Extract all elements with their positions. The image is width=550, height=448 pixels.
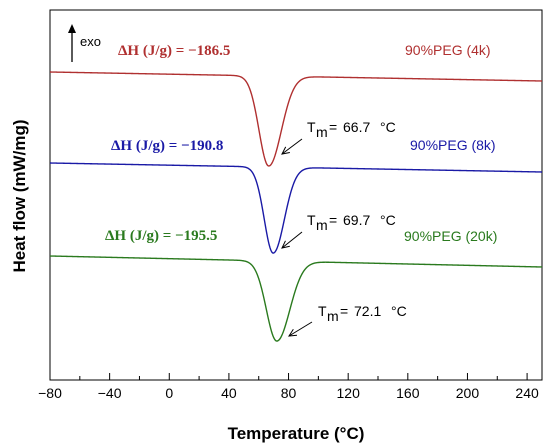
x-tick-label: 160 <box>396 385 420 401</box>
x-axis-title: Temperature (°C) <box>228 424 365 443</box>
tm-equals: = <box>340 303 348 319</box>
x-tick-label: 40 <box>221 385 237 401</box>
series-label-1: 90%PEG (4k) <box>405 42 491 58</box>
exo-label: exo <box>80 34 101 49</box>
tm-subscript: m <box>316 124 328 140</box>
plot-frame <box>49 9 543 381</box>
x-tick-label: 0 <box>165 385 173 401</box>
series-label-3: 90%PEG (20k) <box>404 228 497 244</box>
tm-symbol: T <box>318 303 327 319</box>
tm-arrow-3 <box>288 321 313 337</box>
x-axis-ticks <box>49 373 528 380</box>
tm-unit: °C <box>380 119 396 135</box>
dsc-curves <box>49 71 543 342</box>
delta-h-label-3: ΔH (J/g) = −195.5 <box>105 228 217 244</box>
tm-unit: °C <box>380 212 396 228</box>
exo-indicator: exo <box>68 24 101 62</box>
tm-arrow-head-3 <box>288 329 298 337</box>
x-tick-label: 120 <box>337 385 361 401</box>
tm-subscript: m <box>327 308 339 324</box>
dsc-curve-2 <box>49 162 543 254</box>
x-tick-label: −40 <box>98 385 122 401</box>
tm-equals: = <box>329 212 337 228</box>
tm-arrow-2 <box>281 231 303 249</box>
dsc-curve-1 <box>49 71 543 167</box>
y-axis-title: Heat flow (mW/mg) <box>10 120 29 273</box>
x-tick-label: 200 <box>456 385 480 401</box>
tm-symbol: T <box>307 212 316 228</box>
dsc-curve-3 <box>49 255 543 342</box>
annotations: ΔH (J/g) = −186.5 90%PEG (4k) T m 66.7 = °C ΔH … <box>105 42 497 337</box>
x-tick-label: 240 <box>515 385 539 401</box>
delta-h-label-2: ΔH (J/g) = −190.8 <box>111 138 223 154</box>
exo-arrow-head <box>68 24 76 33</box>
tm-arrow-1 <box>281 138 303 155</box>
tm-arrow-head-1 <box>281 146 290 155</box>
tm-value-3: 72.1 <box>354 303 381 319</box>
tm-subscript: m <box>316 217 328 233</box>
x-axis-tick-labels: −80 −40 0 40 80 120 160 200 240 <box>38 385 539 401</box>
series-label-2: 90%PEG (8k) <box>410 137 496 153</box>
tm-equals: = <box>329 119 337 135</box>
x-tick-label: 80 <box>281 385 297 401</box>
tm-symbol: T <box>307 119 316 135</box>
tm-arrow-head-2 <box>281 240 290 249</box>
tm-value-1: 66.7 <box>343 119 370 135</box>
delta-h-label-1: ΔH (J/g) = −186.5 <box>118 43 230 59</box>
x-tick-label: −80 <box>38 385 62 401</box>
tm-value-2: 69.7 <box>343 212 370 228</box>
tm-unit: °C <box>391 303 407 319</box>
